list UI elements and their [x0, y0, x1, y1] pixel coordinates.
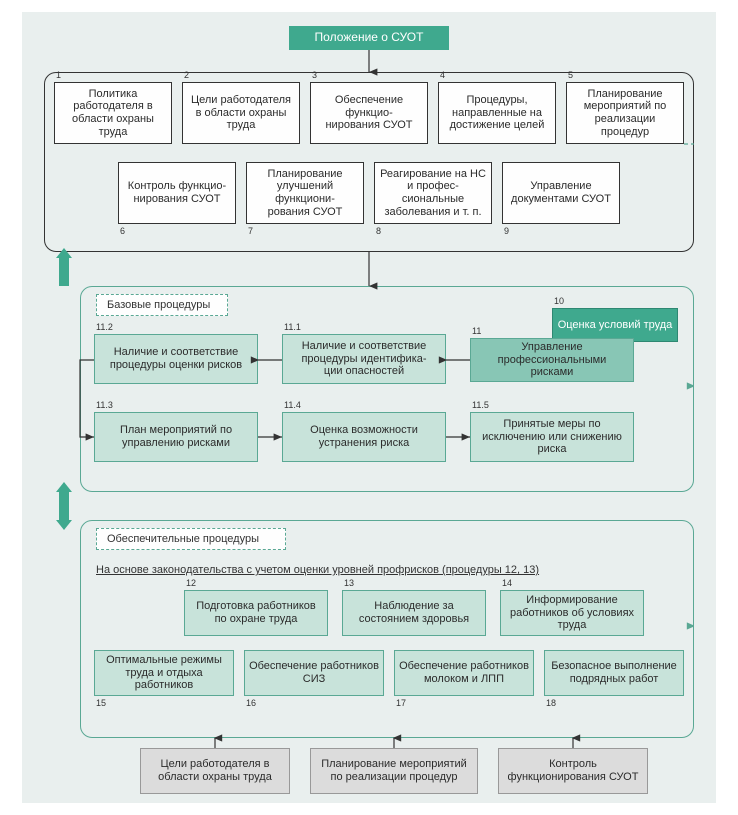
node-text: Обеспечение работников СИЗ — [249, 660, 379, 685]
node-n10: Оценка условий труда — [552, 308, 678, 342]
node-n11_4: Оценка возможности устранения риска — [282, 412, 446, 462]
diagram-inner: Положение о СУОТ Базовые процедуры Обесп… — [44, 26, 694, 791]
node-number: 11.2 — [96, 322, 113, 332]
node-b3: Контроль функционирования СУОТ — [498, 748, 648, 794]
canvas-background: Положение о СУОТ Базовые процедуры Обесп… — [22, 12, 716, 803]
node-n8: Реагирование на НС и профес- сиональные … — [374, 162, 492, 224]
node-n14: Информирование работников об условиях тр… — [500, 590, 644, 636]
node-number: 14 — [502, 578, 512, 588]
node-number: 11 — [472, 326, 481, 336]
node-n4: Процедуры, направленные на достижение це… — [438, 82, 556, 144]
node-text: Планирование мероприятий по реализации п… — [571, 88, 679, 139]
node-number: 13 — [344, 578, 354, 588]
node-n12: Подготовка работников по охране труда — [184, 590, 328, 636]
node-n11_3: План мероприятий по управлению рисками — [94, 412, 258, 462]
node-n2: Цели работодателя в области охраны труда — [182, 82, 300, 144]
node-number: 3 — [312, 70, 317, 80]
node-number: 1 — [56, 70, 61, 80]
node-b1: Цели работодателя в области охраны труда — [140, 748, 290, 794]
node-text: Подготовка работников по охране труда — [189, 600, 323, 625]
node-number: 9 — [504, 226, 509, 236]
node-n15: Оптимальные режимы труда и отдыха работн… — [94, 650, 234, 696]
node-n17: Обеспечение работников молоком и ЛПП — [394, 650, 534, 696]
node-number: 11.1 — [284, 322, 301, 332]
node-number: 4 — [440, 70, 445, 80]
node-text: Планирование мероприятий по реализации п… — [315, 758, 473, 783]
node-number: 8 — [376, 226, 381, 236]
node-n9: Управление документами СУОТ — [502, 162, 620, 224]
node-text: Планирование улучшений функциони- ровани… — [251, 168, 359, 219]
node-text: Цели работодателя в области охраны труда — [145, 758, 285, 783]
node-text: Безопасное выполнение подрядных работ — [549, 660, 679, 685]
node-n7: Планирование улучшений функциони- ровани… — [246, 162, 364, 224]
node-number: 17 — [396, 698, 406, 708]
node-text: Процедуры, направленные на достижение це… — [443, 94, 551, 132]
node-n18: Безопасное выполнение подрядных работ — [544, 650, 684, 696]
node-n11_1: Наличие и соответствие процедуры идентиф… — [282, 334, 446, 384]
node-number: 5 — [568, 70, 573, 80]
node-n11: Управление профессиональными рисками — [470, 338, 634, 382]
node-number: 15 — [96, 698, 106, 708]
node-n5: Планирование мероприятий по реализации п… — [566, 82, 684, 144]
node-text: Политика работодателя в области охраны т… — [59, 88, 167, 139]
node-text: Управление документами СУОТ — [507, 180, 615, 205]
node-n16: Обеспечение работников СИЗ — [244, 650, 384, 696]
node-n13: Наблюдение за состоянием здоровья — [342, 590, 486, 636]
node-b2: Планирование мероприятий по реализации п… — [310, 748, 478, 794]
node-text: Оценка условий труда — [558, 319, 673, 332]
label-base-procedures: Базовые процедуры — [96, 294, 228, 316]
node-text: План мероприятий по управлению рисками — [99, 424, 253, 449]
node-n11_5: Принятые меры по исключению или снижению… — [470, 412, 634, 462]
label-support-procedures: Обеспечительные процедуры — [96, 528, 286, 550]
node-text: Наблюдение за состоянием здоровья — [347, 600, 481, 625]
node-text: Контроль функцио- нирования СУОТ — [128, 180, 226, 205]
node-number: 18 — [546, 698, 556, 708]
node-n1: Политика работодателя в области охраны т… — [54, 82, 172, 144]
node-number: 16 — [246, 698, 256, 708]
node-text: Наличие и соответствие процедуры оценки … — [99, 346, 253, 371]
node-text: Наличие и соответствие процедуры идентиф… — [287, 340, 441, 378]
node-number: 7 — [248, 226, 253, 236]
node-n11_2: Наличие и соответствие процедуры оценки … — [94, 334, 258, 384]
node-number: 12 — [186, 578, 196, 588]
title-text: Положение о СУОТ — [315, 31, 424, 45]
node-number: 6 — [120, 226, 125, 236]
node-text: Реагирование на НС и профес- сиональные … — [379, 168, 487, 219]
node-text: Цели работодателя в области охраны труда — [187, 94, 295, 132]
heading-legislation: На основе законодательства с учетом оцен… — [96, 564, 539, 576]
node-number: 10 — [554, 296, 564, 306]
node-text: Обеспечение работников молоком и ЛПП — [399, 660, 529, 685]
node-text: Обеспечение функцио- нирования СУОТ — [315, 94, 423, 132]
node-n6: Контроль функцио- нирования СУОТ — [118, 162, 236, 224]
node-text: Информирование работников об условиях тр… — [505, 594, 639, 632]
node-number: 11.4 — [284, 400, 301, 410]
title-box: Положение о СУОТ — [289, 26, 449, 50]
node-text: Управление профессиональными рисками — [475, 341, 629, 379]
node-n3: Обеспечение функцио- нирования СУОТ — [310, 82, 428, 144]
node-number: 2 — [184, 70, 189, 80]
node-number: 11.3 — [96, 400, 113, 410]
node-text: Принятые меры по исключению или снижению… — [475, 418, 629, 456]
node-text: Оптимальные режимы труда и отдыха работн… — [99, 654, 229, 692]
node-number: 11.5 — [472, 400, 489, 410]
node-text: Контроль функционирования СУОТ — [503, 758, 643, 783]
node-text: Оценка возможности устранения риска — [287, 424, 441, 449]
